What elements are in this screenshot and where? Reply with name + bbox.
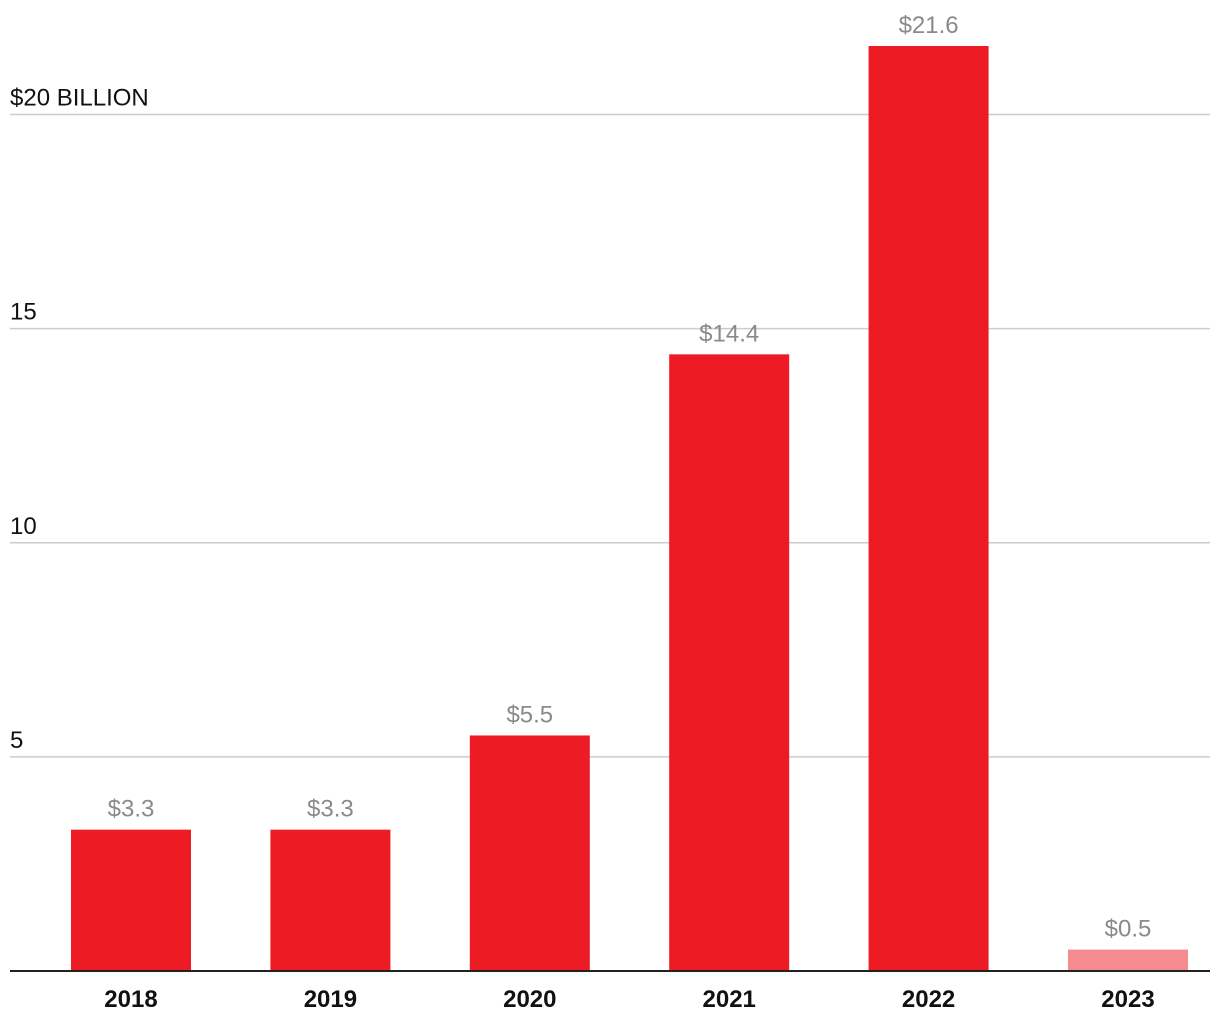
x-tick-label-2018: 2018	[104, 986, 157, 1013]
y-tick-label-15: 15	[10, 299, 37, 326]
value-label-2018: $3.3	[108, 796, 155, 823]
bar-2021	[669, 354, 790, 971]
value-labels: $3.3 $3.3 $5.5 $14.4 $21.6 $0.5	[108, 12, 1152, 943]
bar-2019	[270, 829, 391, 971]
y-tick-label-20: $20 BILLION	[10, 85, 149, 112]
x-tick-label-2022: 2022	[902, 986, 955, 1013]
value-label-2019: $3.3	[307, 796, 354, 823]
x-axis: 2018 2019 2020 2021 2022 2023	[10, 970, 1210, 1013]
value-label-2021: $14.4	[699, 320, 759, 347]
bars	[71, 46, 1188, 971]
y-tick-label-10: 10	[10, 513, 37, 540]
gridlines: 5 10 15 $20 BILLION	[10, 85, 1210, 758]
y-tick-label-5: 5	[10, 727, 23, 754]
value-label-2022: $21.6	[899, 12, 959, 39]
x-tick-label-2021: 2021	[703, 986, 756, 1013]
bar-2020	[469, 735, 590, 971]
x-tick-label-2020: 2020	[503, 986, 556, 1013]
x-tick-label-2019: 2019	[304, 986, 357, 1013]
bar-2022	[868, 46, 989, 971]
value-label-2023: $0.5	[1105, 916, 1152, 943]
x-tick-label-2023: 2023	[1101, 986, 1154, 1013]
value-label-2020: $5.5	[506, 701, 553, 728]
bar-2018	[71, 829, 191, 971]
bar-2023	[1068, 949, 1188, 971]
